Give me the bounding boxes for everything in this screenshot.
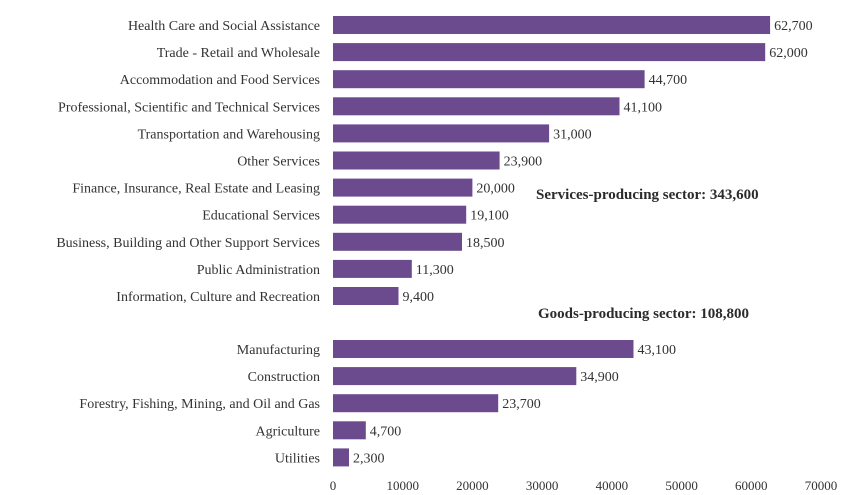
value-label-accommodation-and-food-services: 44,700 — [649, 73, 688, 88]
category-label-other-services: Other Services — [237, 155, 320, 170]
x-tick-label: 40000 — [596, 478, 629, 493]
value-label-information-culture-and-recreation: 9,400 — [403, 290, 435, 305]
x-tick-label: 30000 — [526, 478, 559, 493]
value-label-public-administration: 11,300 — [416, 263, 454, 278]
category-label-information-culture-and-recreation: Information, Culture and Recreation — [116, 290, 320, 305]
bar-utilities — [333, 448, 349, 467]
goods-sector-annotation: Goods-producing sector: 108,800 — [538, 306, 749, 322]
services-sector-annotation: Services-producing sector: 343,600 — [536, 187, 759, 203]
x-tick-label: 70000 — [805, 478, 838, 493]
value-label-other-services: 23,900 — [504, 155, 542, 170]
bar-agriculture — [333, 421, 366, 440]
value-label-finance-insurance-real-estate-and-leasing: 20,000 — [476, 182, 515, 197]
bar-information-culture-and-recreation — [333, 287, 399, 305]
bar-professional-scientific-and-technical-services — [333, 97, 620, 116]
x-axis: 0 10000 20000 30000 40000 50000 60000 70000 — [330, 478, 838, 493]
category-label-educational-services: Educational Services — [202, 209, 320, 224]
x-tick-label: 60000 — [735, 478, 768, 493]
value-label-business-building-and-other-support-services: 18,500 — [466, 236, 505, 251]
bars-layer — [333, 16, 771, 467]
bar-public-administration — [333, 259, 412, 278]
value-label-agriculture: 4,700 — [370, 424, 402, 439]
value-label-professional-scientific-and-technical-services: 41,100 — [624, 100, 663, 115]
bar-forestry-fishing-mining-and-oil-and-gas — [333, 394, 499, 413]
value-label-trade-retail-and-wholesale: 62,000 — [769, 46, 808, 61]
bar-educational-services — [333, 205, 467, 224]
value-label-health-care-and-social-assistance: 62,700 — [774, 19, 813, 34]
category-label-utilities: Utilities — [275, 451, 320, 466]
value-label-educational-services: 19,100 — [470, 209, 509, 224]
category-label-trade-retail-and-wholesale: Trade - Retail and Wholesale — [157, 46, 320, 61]
bar-transportation-and-warehousing — [333, 124, 550, 143]
category-label-finance-insurance-real-estate-and-leasing: Finance, Insurance, Real Estate and Leas… — [72, 182, 320, 197]
category-label-professional-scientific-and-technical-services: Professional, Scientific and Technical S… — [58, 100, 320, 115]
category-label-forestry-fishing-mining-and-oil-and-gas: Forestry, Fishing, Mining, and Oil and G… — [79, 397, 320, 412]
bar-business-building-and-other-support-services — [333, 232, 462, 251]
category-label-business-building-and-other-support-services: Business, Building and Other Support Ser… — [56, 236, 320, 251]
value-label-transportation-and-warehousing: 31,000 — [553, 127, 592, 142]
category-label-construction: Construction — [248, 370, 320, 385]
category-label-manufacturing: Manufacturing — [237, 343, 320, 358]
x-tick-label: 20000 — [456, 478, 489, 493]
bar-manufacturing — [333, 340, 634, 358]
x-tick-label: 50000 — [665, 478, 698, 493]
bar-accommodation-and-food-services — [333, 70, 645, 89]
labels-layer: Health Care and Social Assistance 62,700 T… — [56, 19, 812, 466]
value-label-forestry-fishing-mining-and-oil-and-gas: 23,700 — [502, 397, 541, 412]
bar-health-care-and-social-assistance — [333, 16, 771, 34]
bar-construction — [333, 367, 577, 386]
value-label-construction: 34,900 — [580, 370, 619, 385]
category-label-transportation-and-warehousing: Transportation and Warehousing — [138, 127, 320, 142]
category-label-accommodation-and-food-services: Accommodation and Food Services — [120, 73, 320, 88]
bar-trade-retail-and-wholesale — [333, 43, 766, 62]
value-label-utilities: 2,300 — [353, 451, 385, 466]
x-tick-label: 0 — [330, 478, 337, 493]
category-label-public-administration: Public Administration — [197, 263, 320, 278]
x-tick-label: 10000 — [386, 478, 419, 493]
value-label-manufacturing: 43,100 — [638, 343, 677, 358]
category-label-health-care-and-social-assistance: Health Care and Social Assistance — [128, 19, 320, 34]
category-label-agriculture: Agriculture — [255, 424, 320, 439]
bar-other-services — [333, 151, 500, 170]
bar-finance-insurance-real-estate-and-leasing — [333, 178, 473, 197]
